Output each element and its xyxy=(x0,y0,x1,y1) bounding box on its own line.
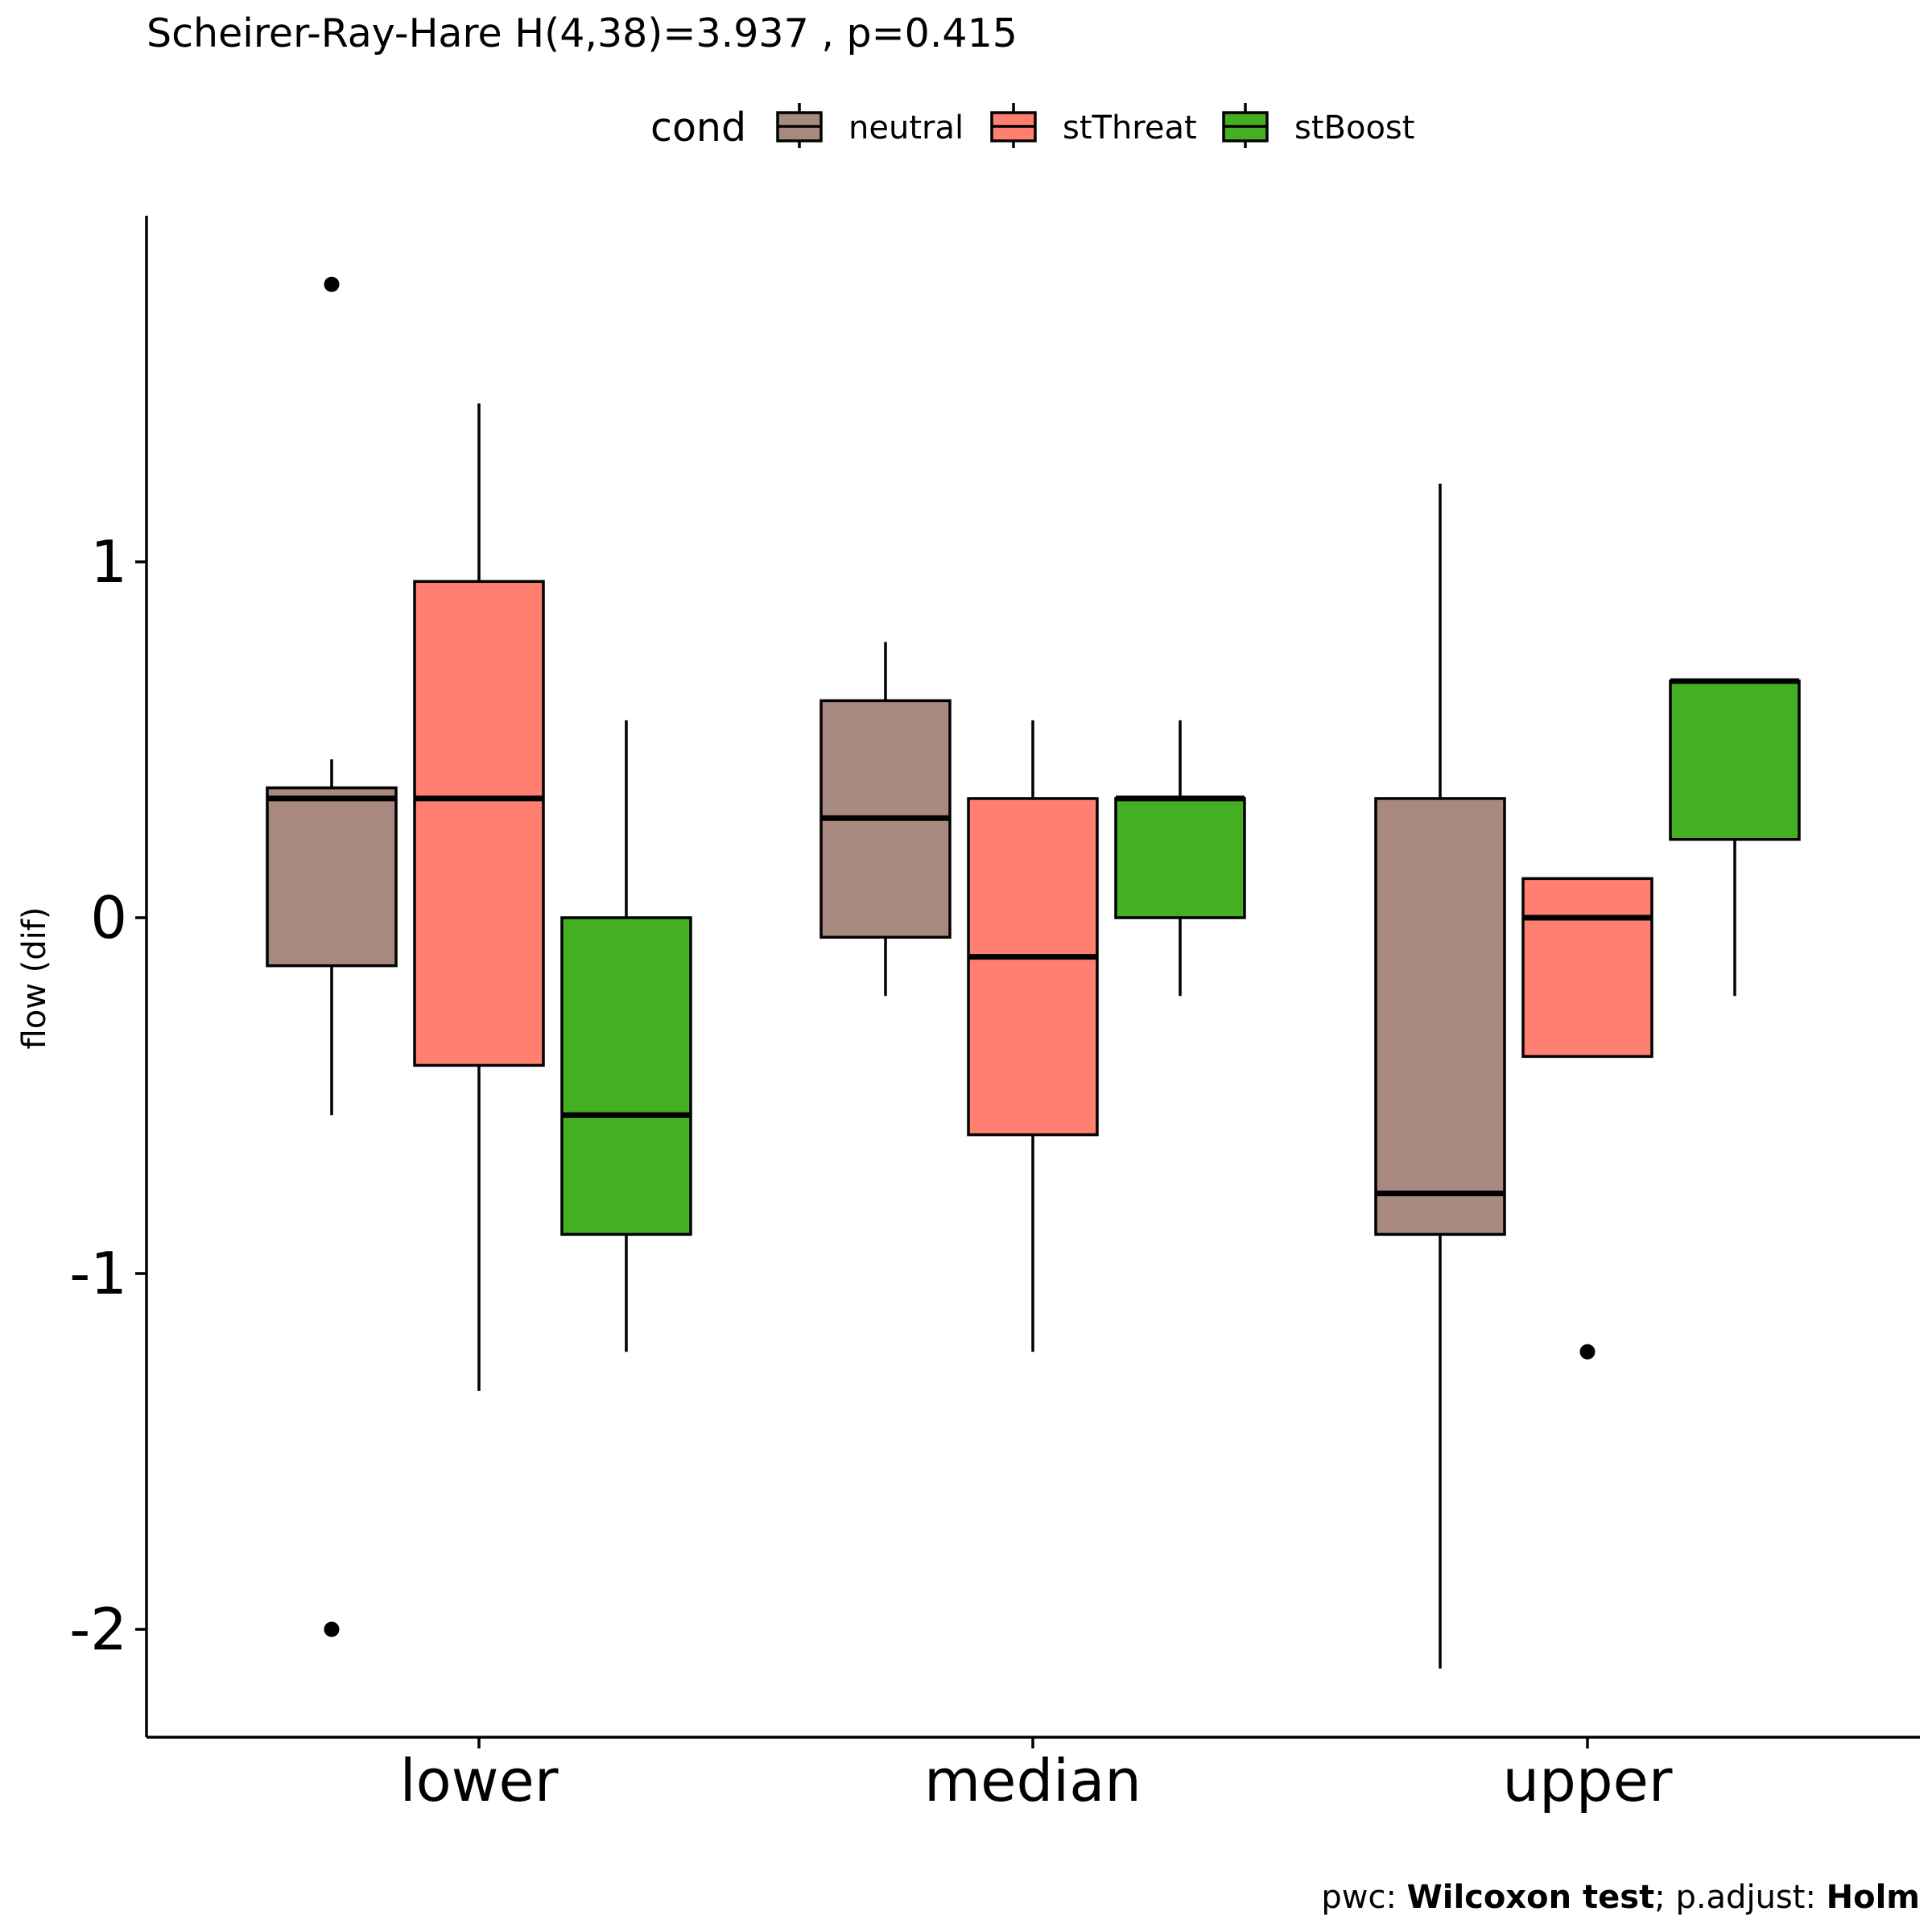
box-body xyxy=(1374,797,1506,1236)
outlier-point xyxy=(324,276,340,292)
legend-item-neutral: neutral xyxy=(776,103,964,148)
x-axis-ticks: lower median upper xyxy=(400,1737,1673,1814)
box-neutral-lower xyxy=(266,276,398,1637)
box-stThreat-upper xyxy=(1521,877,1653,1360)
y-tick-label: -1 xyxy=(69,1240,127,1307)
caption-adjust: Holm xyxy=(1827,1879,1920,1916)
y-axis-ticks: 1 0 -1 -2 xyxy=(69,528,147,1663)
outlier-point xyxy=(324,1621,340,1637)
box-stBoost-median xyxy=(1114,720,1246,997)
plot-area xyxy=(266,276,1801,1669)
box-body xyxy=(1669,679,1801,841)
x-tick-label-upper: upper xyxy=(1503,1747,1673,1814)
legend-item-stThreat: stThreat xyxy=(990,103,1197,148)
legend-label: stBoost xyxy=(1294,109,1414,147)
box-body xyxy=(1521,877,1653,1059)
legend: cond neutral stThreat stBoost xyxy=(650,103,1414,151)
caption-middle: ; p.adjust: xyxy=(1654,1879,1826,1916)
box-body xyxy=(560,916,692,1236)
box-body xyxy=(1114,797,1246,919)
y-tick-label: 1 xyxy=(90,528,127,596)
box-body xyxy=(967,797,1099,1137)
y-tick-label: 0 xyxy=(90,884,127,952)
caption-prefix: pwc: xyxy=(1321,1879,1406,1916)
outlier-point xyxy=(1579,1344,1596,1360)
x-tick-label-lower: lower xyxy=(400,1747,559,1814)
box-stThreat-lower xyxy=(413,403,545,1391)
x-tick-label-median: median xyxy=(924,1747,1141,1814)
legend-title: cond xyxy=(650,105,746,151)
legend-label: stThreat xyxy=(1063,109,1197,147)
chart-title: Scheirer-Ray-Hare H(4,38)=3.937 , p=0.41… xyxy=(147,10,1018,56)
legend-item-stBoost: stBoost xyxy=(1222,103,1414,148)
box-stBoost-upper xyxy=(1669,678,1801,997)
legend-label: neutral xyxy=(848,109,964,147)
box-neutral-upper xyxy=(1374,483,1506,1669)
y-tick-label: -2 xyxy=(69,1596,127,1663)
box-stBoost-lower xyxy=(560,720,692,1352)
box-body xyxy=(266,786,398,968)
box-stThreat-median xyxy=(967,720,1099,1352)
caption: pwc: Wilcoxon test; p.adjust: Holm xyxy=(1321,1879,1920,1916)
y-axis-label: flow (dif) xyxy=(16,907,53,1050)
box-body xyxy=(413,580,545,1067)
box-neutral-median xyxy=(819,642,952,997)
caption-test: Wilcoxon test xyxy=(1407,1879,1655,1916)
